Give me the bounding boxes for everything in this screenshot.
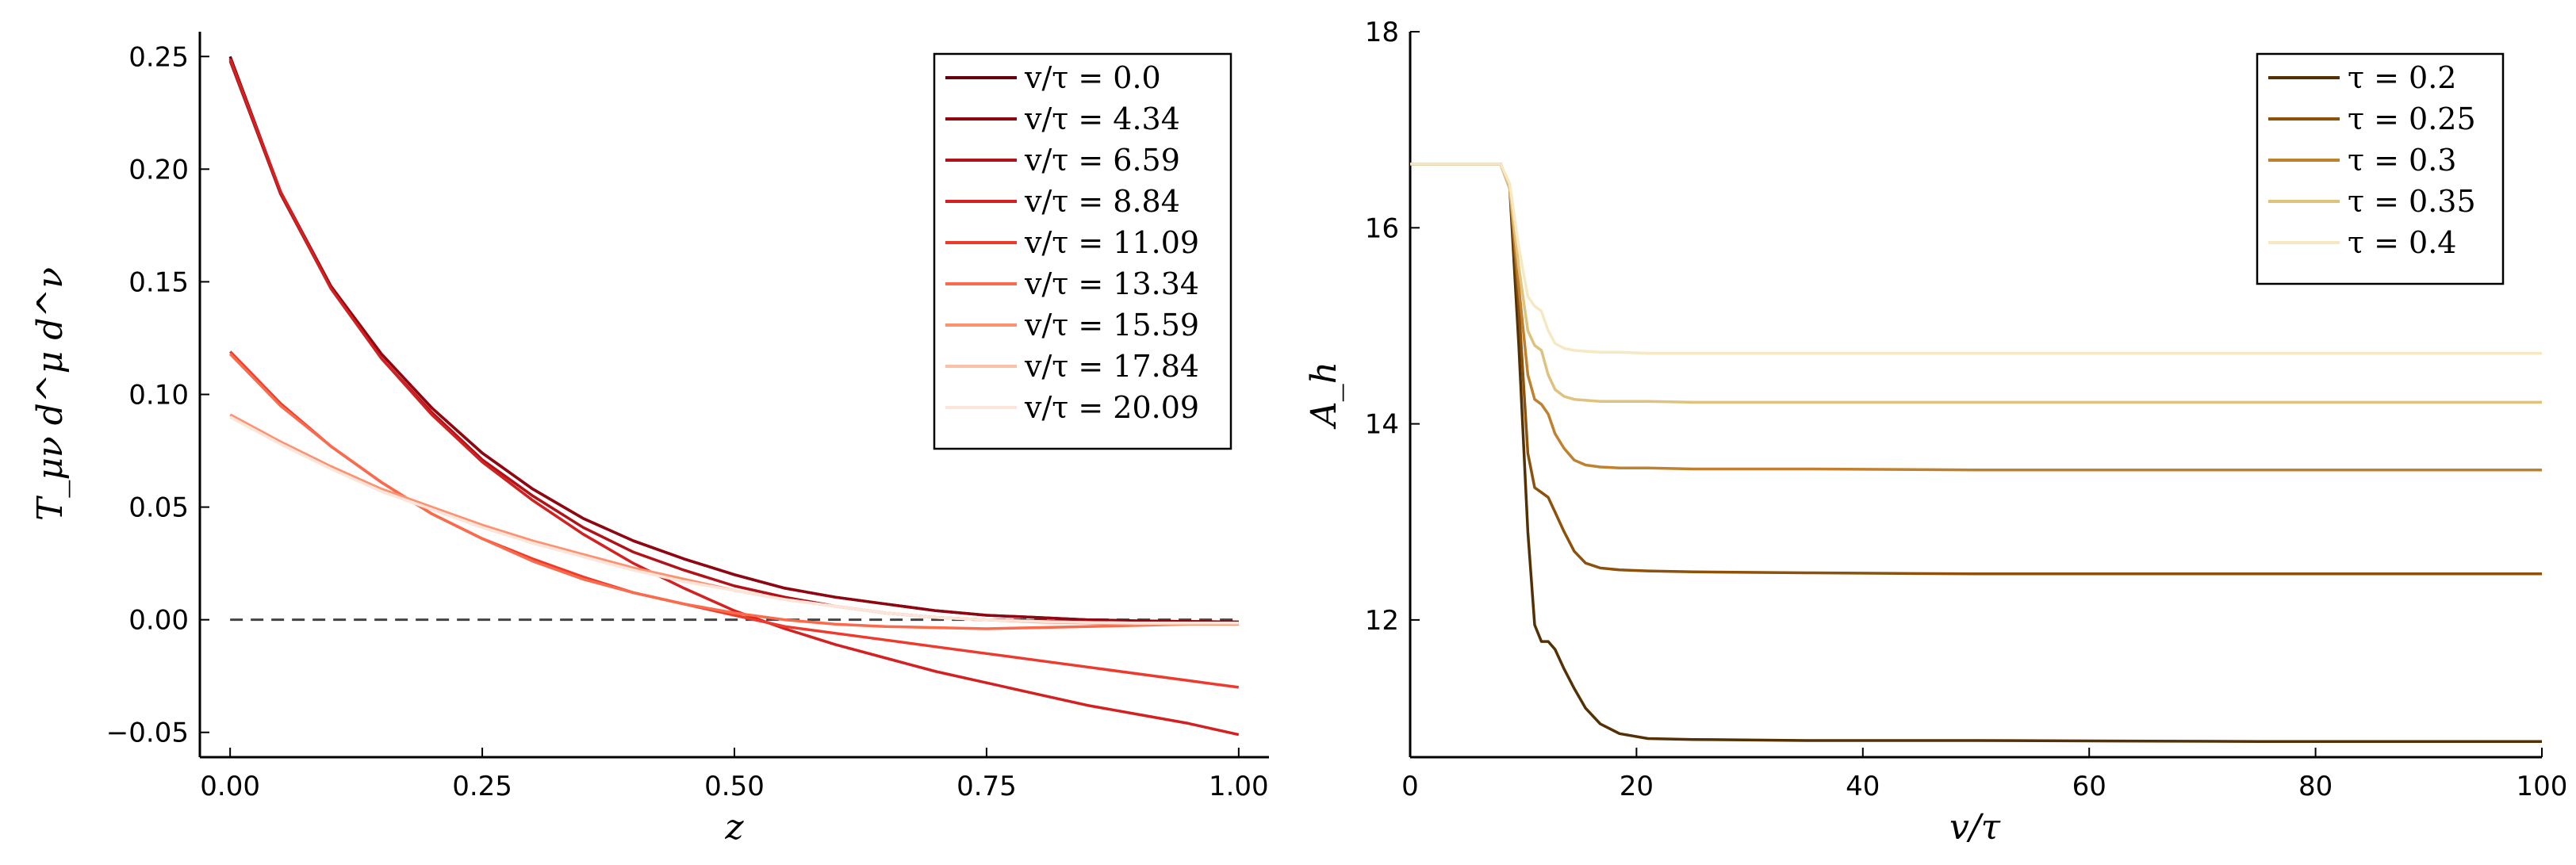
left-x-tick-label: 0.50 [704, 771, 765, 802]
right-legend-entry: τ = 0.4 [2348, 225, 2456, 260]
right-y-tick-label: 18 [1365, 17, 1399, 48]
left-series-line-3 [228, 58, 1240, 737]
right-x-tick-label: 100 [2517, 771, 2568, 802]
right-y-tick-label: 14 [1365, 409, 1399, 441]
right-series-line-1 [1410, 163, 2542, 576]
left-y-tick-label: 0.15 [128, 266, 189, 298]
right-x-axis-label: v/τ [1949, 807, 2001, 848]
right-series-line-3 [1410, 163, 2542, 404]
right-legend-entry: τ = 0.25 [2348, 101, 2476, 136]
left-y-tick-label: 0.20 [128, 154, 189, 186]
left-y-tick-label: 0.05 [128, 492, 189, 524]
right-x-tick-label: 0 [1401, 771, 1419, 802]
right-y-axis-label: A_h [1304, 362, 1344, 430]
right-x-tick-label: 40 [1846, 771, 1880, 802]
left-legend-entry: v/τ = 15.59 [1024, 308, 1199, 343]
right-legend: τ = 0.2 τ = 0.25 τ = 0.3 τ = 0.35 τ = 0.4 [2256, 52, 2505, 285]
left-chart: 0.00 0.25 0.50 0.75 1.00 −0.05 0.00 0.05 0.10 0.1… [30, 32, 1269, 848]
left-legend-entry: v/τ = 4.34 [1024, 101, 1180, 136]
left-series-line-1 [228, 58, 1239, 624]
left-series-line-8 [229, 415, 1239, 625]
right-x-tick-label: 60 [2072, 771, 2106, 802]
left-x-tick-label: 0.00 [200, 771, 260, 802]
right-legend-entry: τ = 0.35 [2348, 184, 2476, 219]
right-x-tick-label: 20 [1620, 771, 1654, 802]
right-legend-box [2256, 52, 2505, 285]
left-y-tick-label: 0.10 [128, 380, 189, 411]
left-x-tick-label: 1.00 [1209, 771, 1269, 802]
right-series-lines [1410, 163, 2542, 743]
right-series-line-2 [1410, 163, 2542, 472]
right-x-tick-label: 80 [2298, 771, 2333, 802]
right-y-tick-label: 12 [1365, 605, 1399, 637]
left-legend-entry: v/τ = 8.84 [1024, 184, 1180, 219]
right-legend-entry: τ = 0.2 [2348, 60, 2456, 95]
left-ticks: 0.00 0.25 0.50 0.75 1.00 −0.05 0.00 0.05 0.10 0.1… [106, 41, 1269, 802]
left-series-lines [228, 55, 1240, 737]
left-y-axis-label: T_μν d^μ d^ν [30, 267, 71, 521]
left-y-tick-label: 0.00 [128, 605, 189, 637]
left-legend: v/τ = 0.0 v/τ = 4.34 v/τ = 6.59 v/τ = 8.84 v… [933, 52, 1232, 450]
left-x-tick-label: 0.75 [956, 771, 1017, 802]
right-y-tick-label: 16 [1365, 212, 1399, 244]
left-legend-entry: v/τ = 13.34 [1024, 266, 1199, 301]
left-y-tick-label: −0.05 [106, 718, 189, 749]
left-legend-entry: v/τ = 11.09 [1024, 225, 1199, 260]
left-legend-entry: v/τ = 20.09 [1024, 390, 1199, 425]
right-legend-entry: τ = 0.3 [2348, 143, 2456, 178]
right-series-line-4 [1410, 163, 2542, 355]
left-series-line-5 [228, 353, 1239, 630]
left-x-tick-label: 0.25 [452, 771, 512, 802]
left-legend-entry: v/τ = 0.0 [1024, 60, 1161, 95]
right-series-line-0 [1410, 163, 2542, 743]
left-x-axis-label: z [724, 807, 744, 848]
left-y-tick-label: 0.25 [128, 41, 189, 73]
left-legend-entry: v/τ = 6.59 [1024, 143, 1180, 178]
left-legend-entry: v/τ = 17.84 [1024, 349, 1199, 384]
right-ticks: 0 20 40 60 80 100 12 14 16 18 [1365, 17, 2568, 802]
